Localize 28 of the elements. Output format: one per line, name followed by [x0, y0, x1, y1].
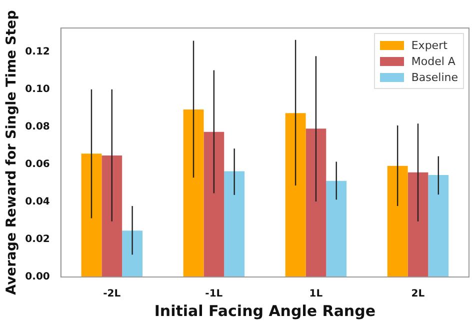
bar — [224, 171, 245, 277]
x-tick-label: -2L — [103, 288, 122, 300]
x-axis-title: Initial Facing Angle Range — [154, 302, 376, 320]
bar — [204, 132, 224, 277]
legend-label: Expert — [411, 38, 448, 52]
bar — [81, 154, 102, 277]
bar — [183, 110, 204, 277]
bar — [285, 113, 306, 277]
legend-label: Baseline — [411, 70, 458, 84]
x-tick-label: -1L — [205, 288, 224, 300]
legend-label: Model A — [411, 54, 456, 68]
y-tick-label: 0.00 — [25, 272, 50, 283]
y-tick-label: 0.02 — [25, 234, 50, 246]
y-tick-label: 0.06 — [25, 158, 50, 170]
y-tick-label: 0.12 — [25, 46, 50, 58]
bar — [387, 166, 408, 277]
x-tick-label: 2L — [411, 288, 426, 300]
x-tick-label: 1L — [309, 288, 324, 300]
bar — [428, 175, 449, 277]
y-tick-label: 0.10 — [25, 84, 50, 95]
bar — [408, 172, 428, 277]
y-tick-label: 0.04 — [25, 196, 50, 208]
y-axis-title: Average Reward for Single Time Step — [4, 10, 20, 295]
y-tick-label: 0.08 — [25, 121, 50, 132]
bar — [306, 128, 326, 277]
bar — [122, 230, 142, 277]
bar — [326, 180, 347, 277]
bar — [102, 156, 122, 277]
